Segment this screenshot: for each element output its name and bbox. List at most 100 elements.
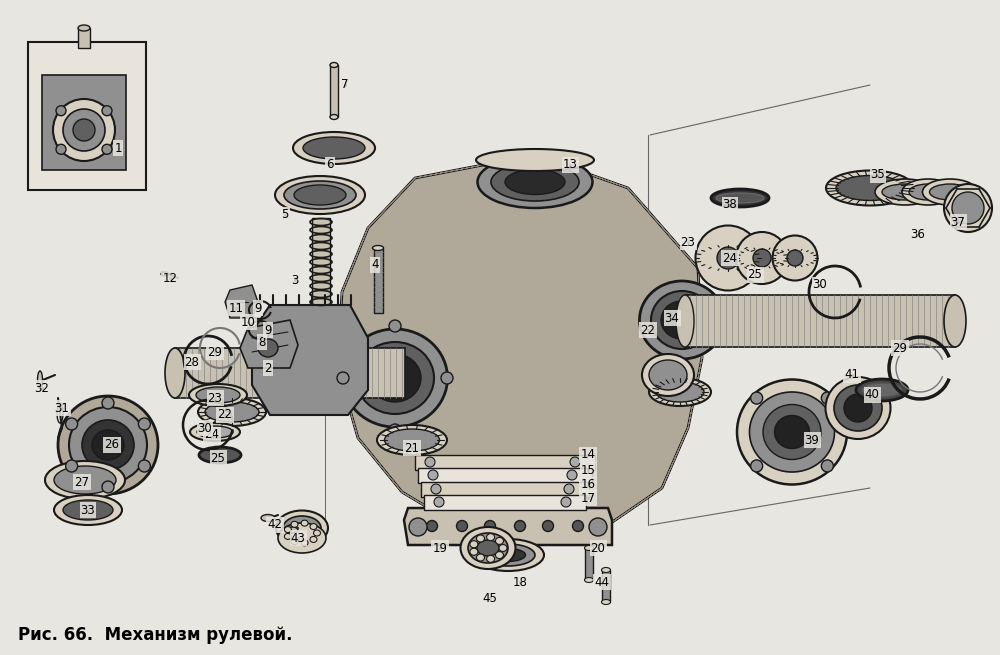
Ellipse shape [542, 521, 554, 531]
Text: 4: 4 [371, 259, 379, 272]
Polygon shape [225, 285, 258, 318]
Ellipse shape [499, 544, 507, 552]
Ellipse shape [102, 105, 112, 116]
Ellipse shape [409, 518, 427, 536]
Ellipse shape [862, 383, 902, 397]
Ellipse shape [468, 533, 508, 563]
Bar [78, 28, 90, 48]
Ellipse shape [284, 181, 356, 209]
Ellipse shape [834, 385, 882, 431]
Ellipse shape [337, 372, 349, 384]
Text: 22: 22 [640, 324, 656, 337]
Text: 25: 25 [211, 451, 225, 464]
Ellipse shape [902, 179, 954, 205]
Ellipse shape [78, 25, 90, 31]
Ellipse shape [763, 405, 821, 460]
Ellipse shape [54, 495, 122, 525]
Ellipse shape [73, 119, 95, 141]
Ellipse shape [372, 246, 384, 250]
Ellipse shape [656, 382, 704, 402]
Ellipse shape [189, 384, 247, 406]
Text: Рис. 66.  Механизм рулевой.: Рис. 66. Механизм рулевой. [18, 626, 292, 644]
Ellipse shape [286, 527, 298, 533]
Ellipse shape [676, 295, 694, 347]
Polygon shape [415, 455, 595, 470]
Text: 15: 15 [581, 464, 595, 476]
Text: 21: 21 [404, 441, 420, 455]
Ellipse shape [505, 170, 565, 195]
Ellipse shape [428, 470, 438, 480]
Ellipse shape [476, 149, 594, 171]
Ellipse shape [66, 460, 78, 472]
Ellipse shape [293, 132, 375, 164]
Bar [330, 65, 338, 117]
Ellipse shape [711, 189, 769, 207]
Ellipse shape [369, 354, 421, 402]
Ellipse shape [826, 377, 891, 439]
Ellipse shape [487, 555, 495, 563]
Ellipse shape [456, 521, 468, 531]
Ellipse shape [196, 387, 240, 403]
Ellipse shape [495, 538, 503, 544]
Ellipse shape [92, 430, 124, 460]
Ellipse shape [198, 398, 266, 426]
Ellipse shape [651, 291, 713, 349]
Text: 11: 11 [228, 301, 244, 314]
Text: 40: 40 [865, 388, 879, 402]
Text: 30: 30 [813, 278, 827, 291]
Text: 18: 18 [513, 576, 527, 588]
Text: 19: 19 [432, 542, 448, 555]
Ellipse shape [314, 530, 320, 536]
Ellipse shape [477, 540, 499, 556]
Bar [585, 548, 593, 580]
Bar [175, 348, 405, 398]
Ellipse shape [138, 460, 150, 472]
Text: 20: 20 [591, 542, 605, 555]
Text: 25: 25 [748, 269, 762, 282]
Ellipse shape [261, 514, 275, 521]
Bar [685, 295, 955, 347]
Ellipse shape [649, 378, 711, 406]
Text: 7: 7 [341, 79, 349, 92]
Ellipse shape [330, 62, 338, 67]
Ellipse shape [138, 418, 150, 430]
Ellipse shape [567, 470, 577, 480]
Text: 13: 13 [563, 159, 577, 172]
Bar [42, 75, 126, 170]
Ellipse shape [284, 533, 291, 540]
Ellipse shape [736, 232, 788, 284]
Ellipse shape [751, 392, 763, 404]
Ellipse shape [716, 193, 764, 203]
Ellipse shape [53, 99, 115, 161]
Text: 41: 41 [844, 369, 860, 381]
Ellipse shape [197, 426, 233, 438]
Text: 28: 28 [185, 356, 199, 369]
Text: 43: 43 [291, 531, 305, 544]
Ellipse shape [481, 544, 535, 566]
Ellipse shape [944, 184, 992, 232]
Ellipse shape [922, 179, 978, 205]
Ellipse shape [470, 541, 478, 548]
Ellipse shape [944, 295, 966, 347]
Text: 23: 23 [681, 236, 695, 248]
Ellipse shape [301, 540, 308, 546]
Text: 24: 24 [205, 428, 220, 441]
Ellipse shape [649, 360, 687, 390]
Ellipse shape [425, 457, 435, 467]
Text: 45: 45 [483, 591, 497, 605]
Ellipse shape [434, 497, 444, 507]
Ellipse shape [930, 184, 970, 200]
Polygon shape [418, 468, 592, 483]
Ellipse shape [490, 548, 526, 561]
Ellipse shape [69, 407, 147, 483]
Bar [312, 218, 330, 313]
Ellipse shape [310, 536, 317, 542]
Ellipse shape [602, 567, 610, 572]
Ellipse shape [161, 272, 169, 276]
Text: 42: 42 [268, 519, 283, 531]
Ellipse shape [717, 247, 739, 269]
Ellipse shape [426, 521, 438, 531]
Polygon shape [252, 305, 368, 415]
Ellipse shape [753, 249, 771, 267]
Text: 37: 37 [951, 215, 965, 229]
